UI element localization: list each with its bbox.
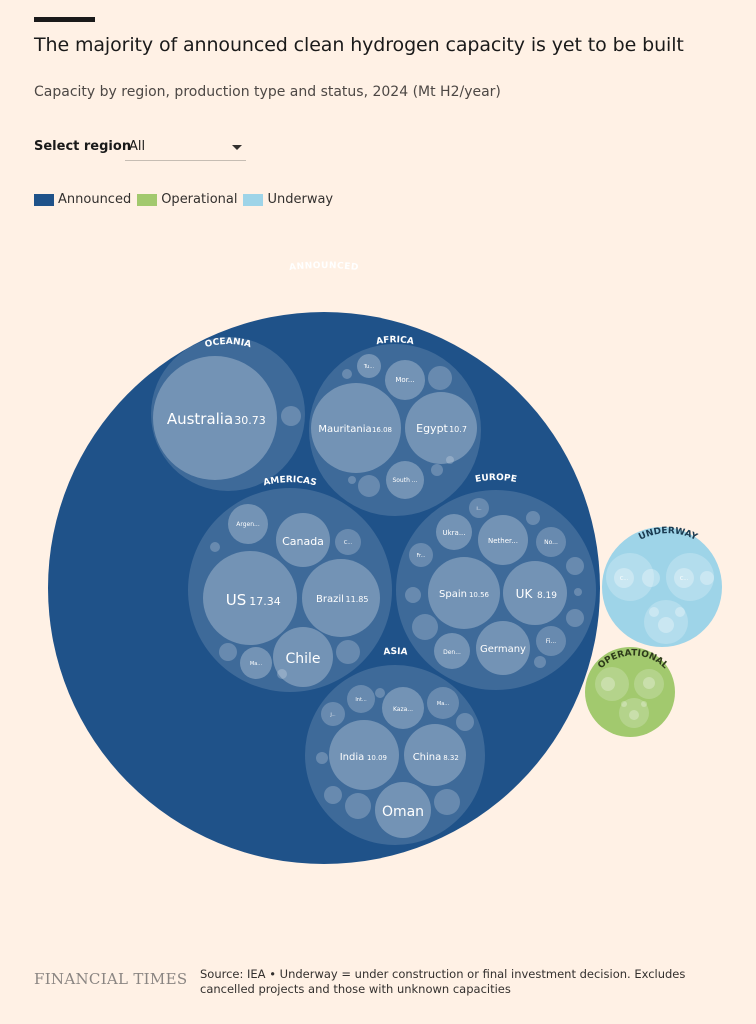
region-label-americas: AMERICAS xyxy=(262,475,317,488)
region-label-oceania: OCEANIA xyxy=(204,337,252,350)
underway-bubble[interactable]: UNDERWAY C... C... xyxy=(602,526,722,647)
region-europe[interactable]: EUROPE Spain 10.56 UK 8.19 Germany Nethe… xyxy=(396,473,596,690)
country-label-france: Fr... xyxy=(417,553,426,559)
legend: Announced Operational Underway xyxy=(34,192,339,207)
country-label-uk: UK xyxy=(516,587,534,601)
country-label-chile: Chile xyxy=(285,651,320,667)
chart-title: The majority of announced clean hydrogen… xyxy=(34,34,684,56)
underway-small-label-2: C... xyxy=(680,576,689,582)
country-value-mauritania: 16.08 xyxy=(372,426,392,434)
country-label-norway: No... xyxy=(544,539,558,546)
legend-swatch-operational xyxy=(137,193,158,206)
region-oceania[interactable]: OCEANIA Australia 30.73 xyxy=(151,337,305,491)
legend-label-announced: Announced xyxy=(58,192,132,207)
country-bubble-us[interactable] xyxy=(203,551,297,645)
country-bubble-uk[interactable] xyxy=(503,561,567,625)
country-label-oman: Oman xyxy=(382,804,424,820)
country-label-china: China xyxy=(413,752,442,763)
region-label-africa: AFRICA xyxy=(375,335,414,347)
chart-subtitle: Capacity by region, production type and … xyxy=(34,84,501,100)
country-label-malaysia: Ma... xyxy=(437,701,450,707)
region-africa[interactable]: AFRICA Mauritania 16.08 Egypt 10.7 Mor..… xyxy=(309,335,481,516)
country-label-tunisia: Tu... xyxy=(363,364,375,370)
country-bubble-oman[interactable] xyxy=(375,782,431,838)
country-value-china: 8.32 xyxy=(443,754,459,762)
underway-small-label-1: C... xyxy=(620,576,629,582)
country-value-australia: 30.73 xyxy=(234,414,266,427)
operational-bubble[interactable]: OPERATIONAL xyxy=(585,647,675,737)
legend-label-operational: Operational xyxy=(161,192,238,207)
country-bubble-australia[interactable] xyxy=(153,356,277,480)
country-label-brazil: Brazil xyxy=(316,594,344,605)
header-rule xyxy=(34,17,95,22)
country-value-us: 17.34 xyxy=(249,595,281,608)
country-bubble-china[interactable] xyxy=(404,724,466,786)
region-asia[interactable]: ASIA India 10.09 China 8.32 Oman Kaza...… xyxy=(305,647,485,845)
legend-item-underway: Underway xyxy=(243,192,333,207)
region-select-value: All xyxy=(129,139,146,154)
country-bubble-spain[interactable] xyxy=(428,557,500,629)
announced-label: ANNOUNCED xyxy=(289,261,360,273)
country-bubble-chile[interactable] xyxy=(273,627,333,687)
country-label-indonesia: Int... xyxy=(355,697,367,703)
country-label-mexico: Ma... xyxy=(250,661,263,667)
country-label-us: US xyxy=(226,591,247,609)
country-label-japan: J... xyxy=(330,712,336,717)
country-value-egypt: 10.7 xyxy=(449,425,467,434)
country-label-canada: Canada xyxy=(282,535,324,548)
region-select-label: Select region xyxy=(34,139,132,154)
country-label-kazakhstan: Kaza... xyxy=(393,706,413,713)
country-label-finland: Fi... xyxy=(546,638,556,645)
ft-logo: FINANCIAL TIMES xyxy=(34,970,188,988)
country-value-brazil: 11.85 xyxy=(346,595,369,604)
legend-item-operational: Operational xyxy=(137,192,237,207)
country-label-spain: Spain xyxy=(439,589,467,600)
chevron-down-icon xyxy=(232,145,242,150)
country-value-spain: 10.56 xyxy=(469,591,490,599)
legend-label-underway: Underway xyxy=(267,192,334,207)
legend-item-announced: Announced xyxy=(34,192,131,207)
country-label-south-africa: South ... xyxy=(392,477,417,484)
country-bubble-mauritania[interactable] xyxy=(311,383,401,473)
country-label-australia: Australia xyxy=(167,410,233,428)
country-bubble-brazil[interactable] xyxy=(302,559,380,637)
region-label-asia: ASIA xyxy=(383,647,408,658)
region-select[interactable]: All xyxy=(125,134,246,161)
announced-bubble[interactable] xyxy=(48,312,600,864)
country-label-morocco: Mor... xyxy=(395,376,414,384)
country-label-netherlands: Nether... xyxy=(488,537,518,545)
country-label-egypt: Egypt xyxy=(416,422,448,435)
country-bubble-india[interactable] xyxy=(329,720,399,790)
country-label-germany: Germany xyxy=(480,644,526,655)
country-bubble-germany[interactable] xyxy=(476,621,530,675)
country-label-denmark: Den... xyxy=(443,649,461,656)
country-bubble-egypt[interactable] xyxy=(405,392,477,464)
country-bubble-canada[interactable] xyxy=(276,513,330,567)
country-label-ukraine: Ukra... xyxy=(442,529,465,537)
country-label-colombia: C... xyxy=(344,540,353,546)
country-value-india: 10.09 xyxy=(367,754,387,762)
country-label-italy: I... xyxy=(477,506,482,511)
country-value-uk: 8.19 xyxy=(537,591,557,601)
legend-swatch-announced xyxy=(34,193,54,206)
region-americas[interactable]: AMERICAS US 17.34 Brazil 11.85 Chile Can… xyxy=(188,475,392,692)
country-label-india: India xyxy=(340,752,365,763)
legend-swatch-underway xyxy=(243,193,264,206)
source-note: Source: IEA • Underway = under construct… xyxy=(200,967,686,996)
country-label-mauritania: Mauritania xyxy=(318,424,371,435)
country-label-argentina: Argen... xyxy=(236,521,260,528)
